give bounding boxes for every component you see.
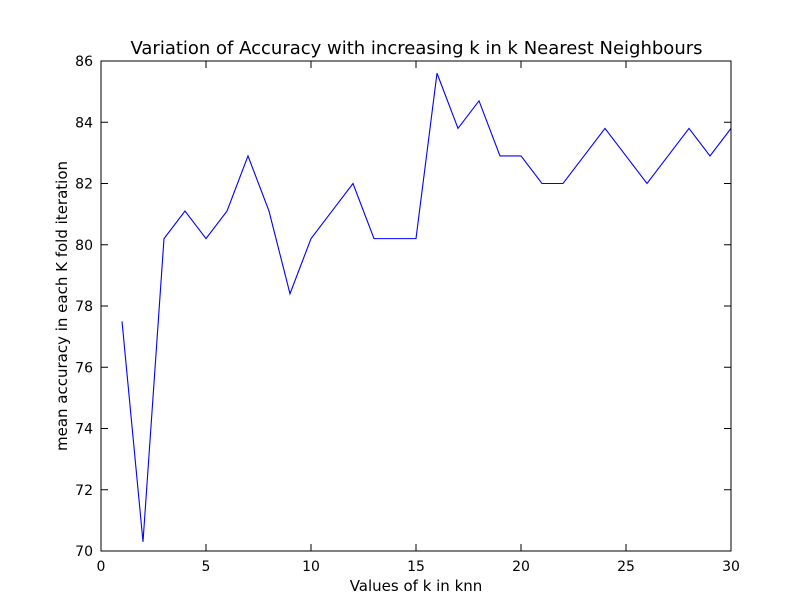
x-tick-label: 0 [97,559,106,575]
y-tick-label: 70 [75,544,93,560]
y-axis-label: mean accuracy in each K fold iteration [53,161,71,451]
y-tick-label: 80 [75,238,93,254]
ticks-layer: 0 5 10 15 20 25 30 70 72 74 76 78 80 82 84 86 [75,54,740,575]
x-tick-label: 5 [202,559,211,575]
y-tick-label: 74 [75,422,93,438]
plot-area [101,61,731,551]
series-layer [121,73,732,542]
y-tick-label: 78 [75,299,93,315]
x-tick-label: 30 [722,559,740,575]
x-axis-label: Values of k in knn [350,577,483,595]
series-line-accuracy [121,73,732,542]
x-tick-label: 20 [512,559,530,575]
x-tick-label: 25 [617,559,635,575]
x-tick-label: 10 [302,559,320,575]
x-tick-label: 15 [407,559,425,575]
y-tick-label: 72 [75,483,93,499]
plot-frame [100,60,732,552]
chart-title: Variation of Accuracy with increasing k … [130,38,702,59]
y-tick-label: 84 [75,115,93,131]
y-tick-label: 76 [75,360,93,376]
y-tick-label: 86 [75,54,93,70]
y-tick-label: 82 [75,177,93,193]
